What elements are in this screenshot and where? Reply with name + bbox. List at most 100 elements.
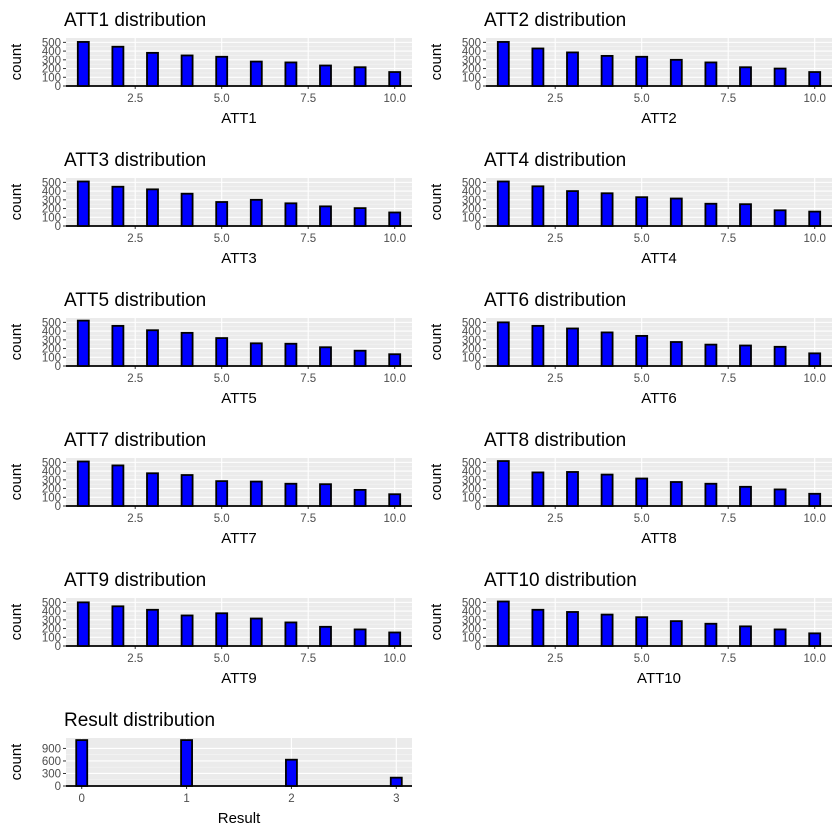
bar: [635, 616, 649, 647]
x-tick-label: 2.5: [127, 513, 143, 525]
y-tick-label: 300: [42, 475, 61, 487]
bar: [388, 493, 402, 507]
bar: [600, 192, 614, 227]
y-tick-label: 100: [42, 212, 61, 224]
x-tick-label: 7.5: [300, 93, 316, 105]
bar: [739, 66, 752, 87]
y-tick-label: 100: [42, 352, 61, 364]
bar: [600, 473, 614, 507]
bar: [353, 207, 367, 227]
bar: [808, 352, 822, 367]
y-tick-label: 500: [462, 597, 481, 609]
bar: [111, 185, 125, 227]
bar: [531, 608, 545, 647]
y-tick-label: 400: [42, 186, 61, 198]
y-tick-label: 0: [475, 81, 481, 93]
bar: [284, 342, 298, 367]
x-tick-label: 10.0: [384, 373, 406, 385]
bar: [388, 631, 402, 647]
bar: [353, 349, 367, 367]
bar: [808, 632, 822, 647]
y-tick-label: 500: [42, 457, 61, 469]
y-axis-label: count: [428, 183, 445, 221]
bar: [496, 321, 510, 367]
bar: [496, 460, 510, 507]
y-tick-label: 300: [42, 195, 61, 207]
x-tick-label: 2.5: [127, 373, 143, 385]
bar: [249, 480, 263, 507]
bar: [146, 329, 159, 367]
x-tick-label: 10.0: [384, 653, 406, 665]
y-tick-label: 300: [462, 335, 481, 347]
y-tick-label: 0: [475, 221, 481, 233]
bar: [146, 188, 159, 227]
y-tick-label: 0: [55, 501, 61, 513]
x-axis-label: ATT1: [221, 110, 257, 127]
bar: [669, 481, 683, 507]
y-tick-label: 400: [462, 46, 481, 58]
x-tick-label: 2.5: [547, 513, 563, 525]
bar: [808, 71, 822, 87]
bar: [388, 353, 402, 367]
x-tick-label: 0: [79, 793, 85, 805]
bar: [215, 201, 229, 227]
y-tick-label: 400: [42, 466, 61, 478]
bar: [111, 324, 125, 367]
y-axis-label: count: [428, 463, 445, 501]
y-tick-label: 400: [462, 606, 481, 618]
y-tick-label: 200: [462, 64, 481, 76]
bar: [284, 202, 298, 227]
bar: [76, 601, 90, 647]
y-axis-label: count: [428, 323, 445, 361]
plot-panel: [66, 738, 412, 786]
y-tick-label: 500: [42, 597, 61, 609]
chart-title: ATT2 distribution: [484, 10, 626, 31]
bar: [600, 331, 614, 367]
bar: [600, 54, 614, 87]
x-tick-label: 5.0: [214, 653, 230, 665]
y-tick-label: 100: [42, 492, 61, 504]
bar: [353, 488, 367, 507]
x-axis-label: ATT2: [641, 110, 677, 127]
x-tick-label: 2.5: [127, 93, 143, 105]
x-tick-label: 10.0: [384, 93, 406, 105]
bar: [669, 341, 683, 367]
chart-title: ATT8 distribution: [484, 430, 626, 451]
bar: [773, 209, 787, 227]
x-axis-label: ATT10: [637, 670, 681, 687]
bar: [531, 471, 545, 507]
bar: [635, 55, 649, 87]
y-tick-label: 200: [42, 484, 61, 496]
x-tick-label: 2.5: [547, 233, 563, 245]
chart-title: ATT6 distribution: [484, 290, 626, 311]
y-tick-label: 400: [462, 186, 481, 198]
x-axis-label: ATT6: [641, 390, 677, 407]
bar: [319, 483, 332, 507]
y-axis-label: count: [8, 603, 25, 641]
y-axis-label: count: [8, 463, 25, 501]
y-tick-label: 900: [42, 743, 61, 755]
bar: [739, 485, 752, 507]
chart-title: ATT3 distribution: [64, 150, 206, 171]
y-tick-label: 500: [42, 37, 61, 49]
chart-title: Result distribution: [64, 710, 215, 731]
y-tick-label: 200: [42, 344, 61, 356]
x-tick-label: 10.0: [804, 373, 826, 385]
bar: [531, 47, 545, 87]
bar: [496, 180, 510, 227]
x-axis-label: ATT3: [221, 250, 257, 267]
x-tick-label: 10.0: [804, 653, 826, 665]
bar: [669, 58, 683, 87]
y-tick-label: 200: [42, 624, 61, 636]
x-tick-label: 5.0: [634, 233, 650, 245]
y-tick-label: 300: [42, 335, 61, 347]
bar: [635, 477, 649, 507]
bar: [773, 628, 787, 647]
y-tick-label: 500: [42, 317, 61, 329]
bar: [704, 61, 718, 87]
y-axis-label: count: [428, 43, 445, 81]
x-tick-label: 5.0: [214, 233, 230, 245]
x-tick-label: 10.0: [804, 513, 826, 525]
